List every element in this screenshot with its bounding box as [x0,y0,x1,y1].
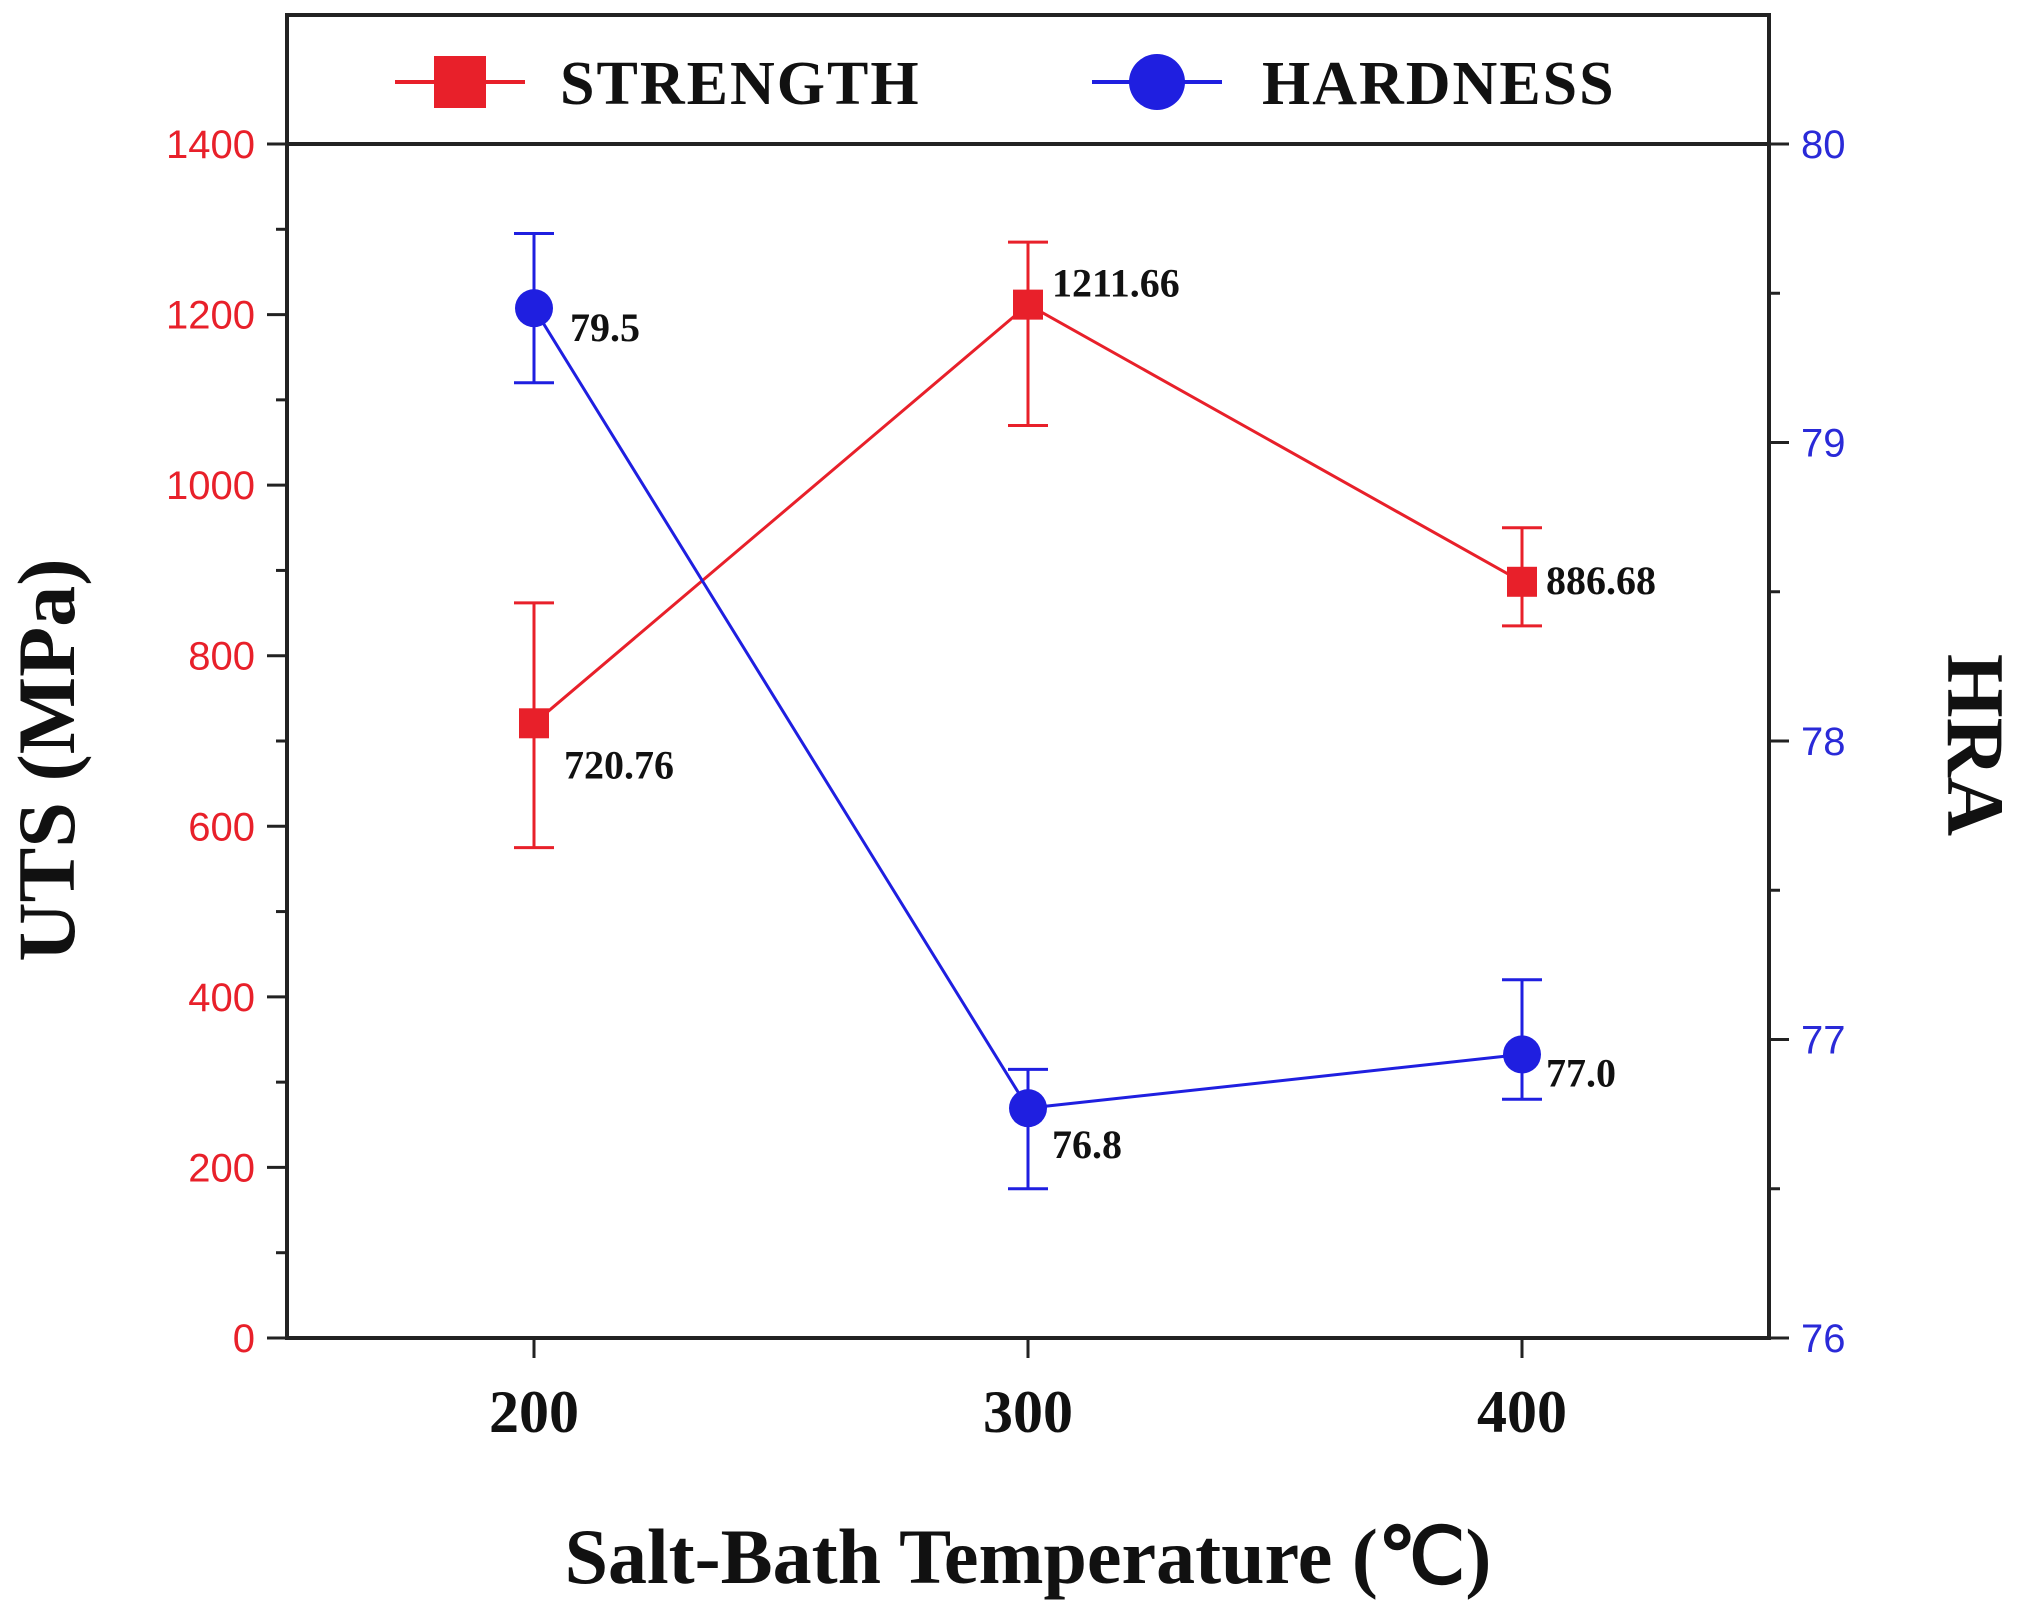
series-strength: 720.76 1211.66 886.68 [514,240,1656,850]
data-label: 77.0 [1546,1050,1616,1095]
x-tick-label: 200 [489,1379,579,1445]
y-left-tick-label: 0 [233,1317,255,1361]
x-tick-label: 400 [1477,1379,1567,1445]
data-label: 720.76 [564,742,674,787]
y-right-tick-label: 78 [1801,720,1846,764]
data-point-square [519,708,549,739]
legend-hardness-label: HARDNESS [1262,50,1616,118]
x-tick-label: 300 [983,1379,1073,1445]
legend-item-hardness: HARDNESS [1092,50,1616,118]
y-right-tick-label: 80 [1801,123,1846,167]
data-point-square [1013,289,1043,320]
data-label: 886.68 [1546,558,1656,603]
legend-hardness-marker [1129,54,1185,110]
y-left-tick-label: 1200 [166,294,255,338]
y-left-tick-label: 800 [188,635,255,679]
legend-strength-marker [434,56,486,108]
y-left-tick-label: 1400 [166,123,255,167]
y-left-tick-label: 1000 [166,464,255,508]
data-label: 76.8 [1052,1122,1122,1167]
y-left-tick-label: 200 [188,1146,255,1190]
legend-item-strength: STRENGTH [395,50,921,118]
y-axis-title-left: UTS (MPa) [1,558,92,961]
y-left-tick-label: 400 [188,976,255,1020]
data-point-circle [1503,1035,1541,1074]
legend-strength-label: STRENGTH [560,50,921,118]
y-right-tick-label: 76 [1801,1317,1846,1361]
data-label: 1211.66 [1052,261,1180,306]
data-label: 79.5 [570,305,640,350]
y-left-tick-label: 600 [188,805,255,849]
legend: STRENGTH HARDNESS [395,50,1616,118]
series-hardness: 79.5 76.8 77.0 [514,232,1616,1191]
x-axis-title: Salt-Bath Temperature (℃) [565,1513,1492,1600]
data-point-circle [515,289,553,328]
y-axis-title-right: HRA [1930,654,2021,836]
y-right-tick-label: 77 [1801,1019,1846,1063]
data-point-circle [1009,1089,1047,1128]
y-right-tick-label: 79 [1801,422,1846,466]
data-point-square [1507,566,1537,597]
